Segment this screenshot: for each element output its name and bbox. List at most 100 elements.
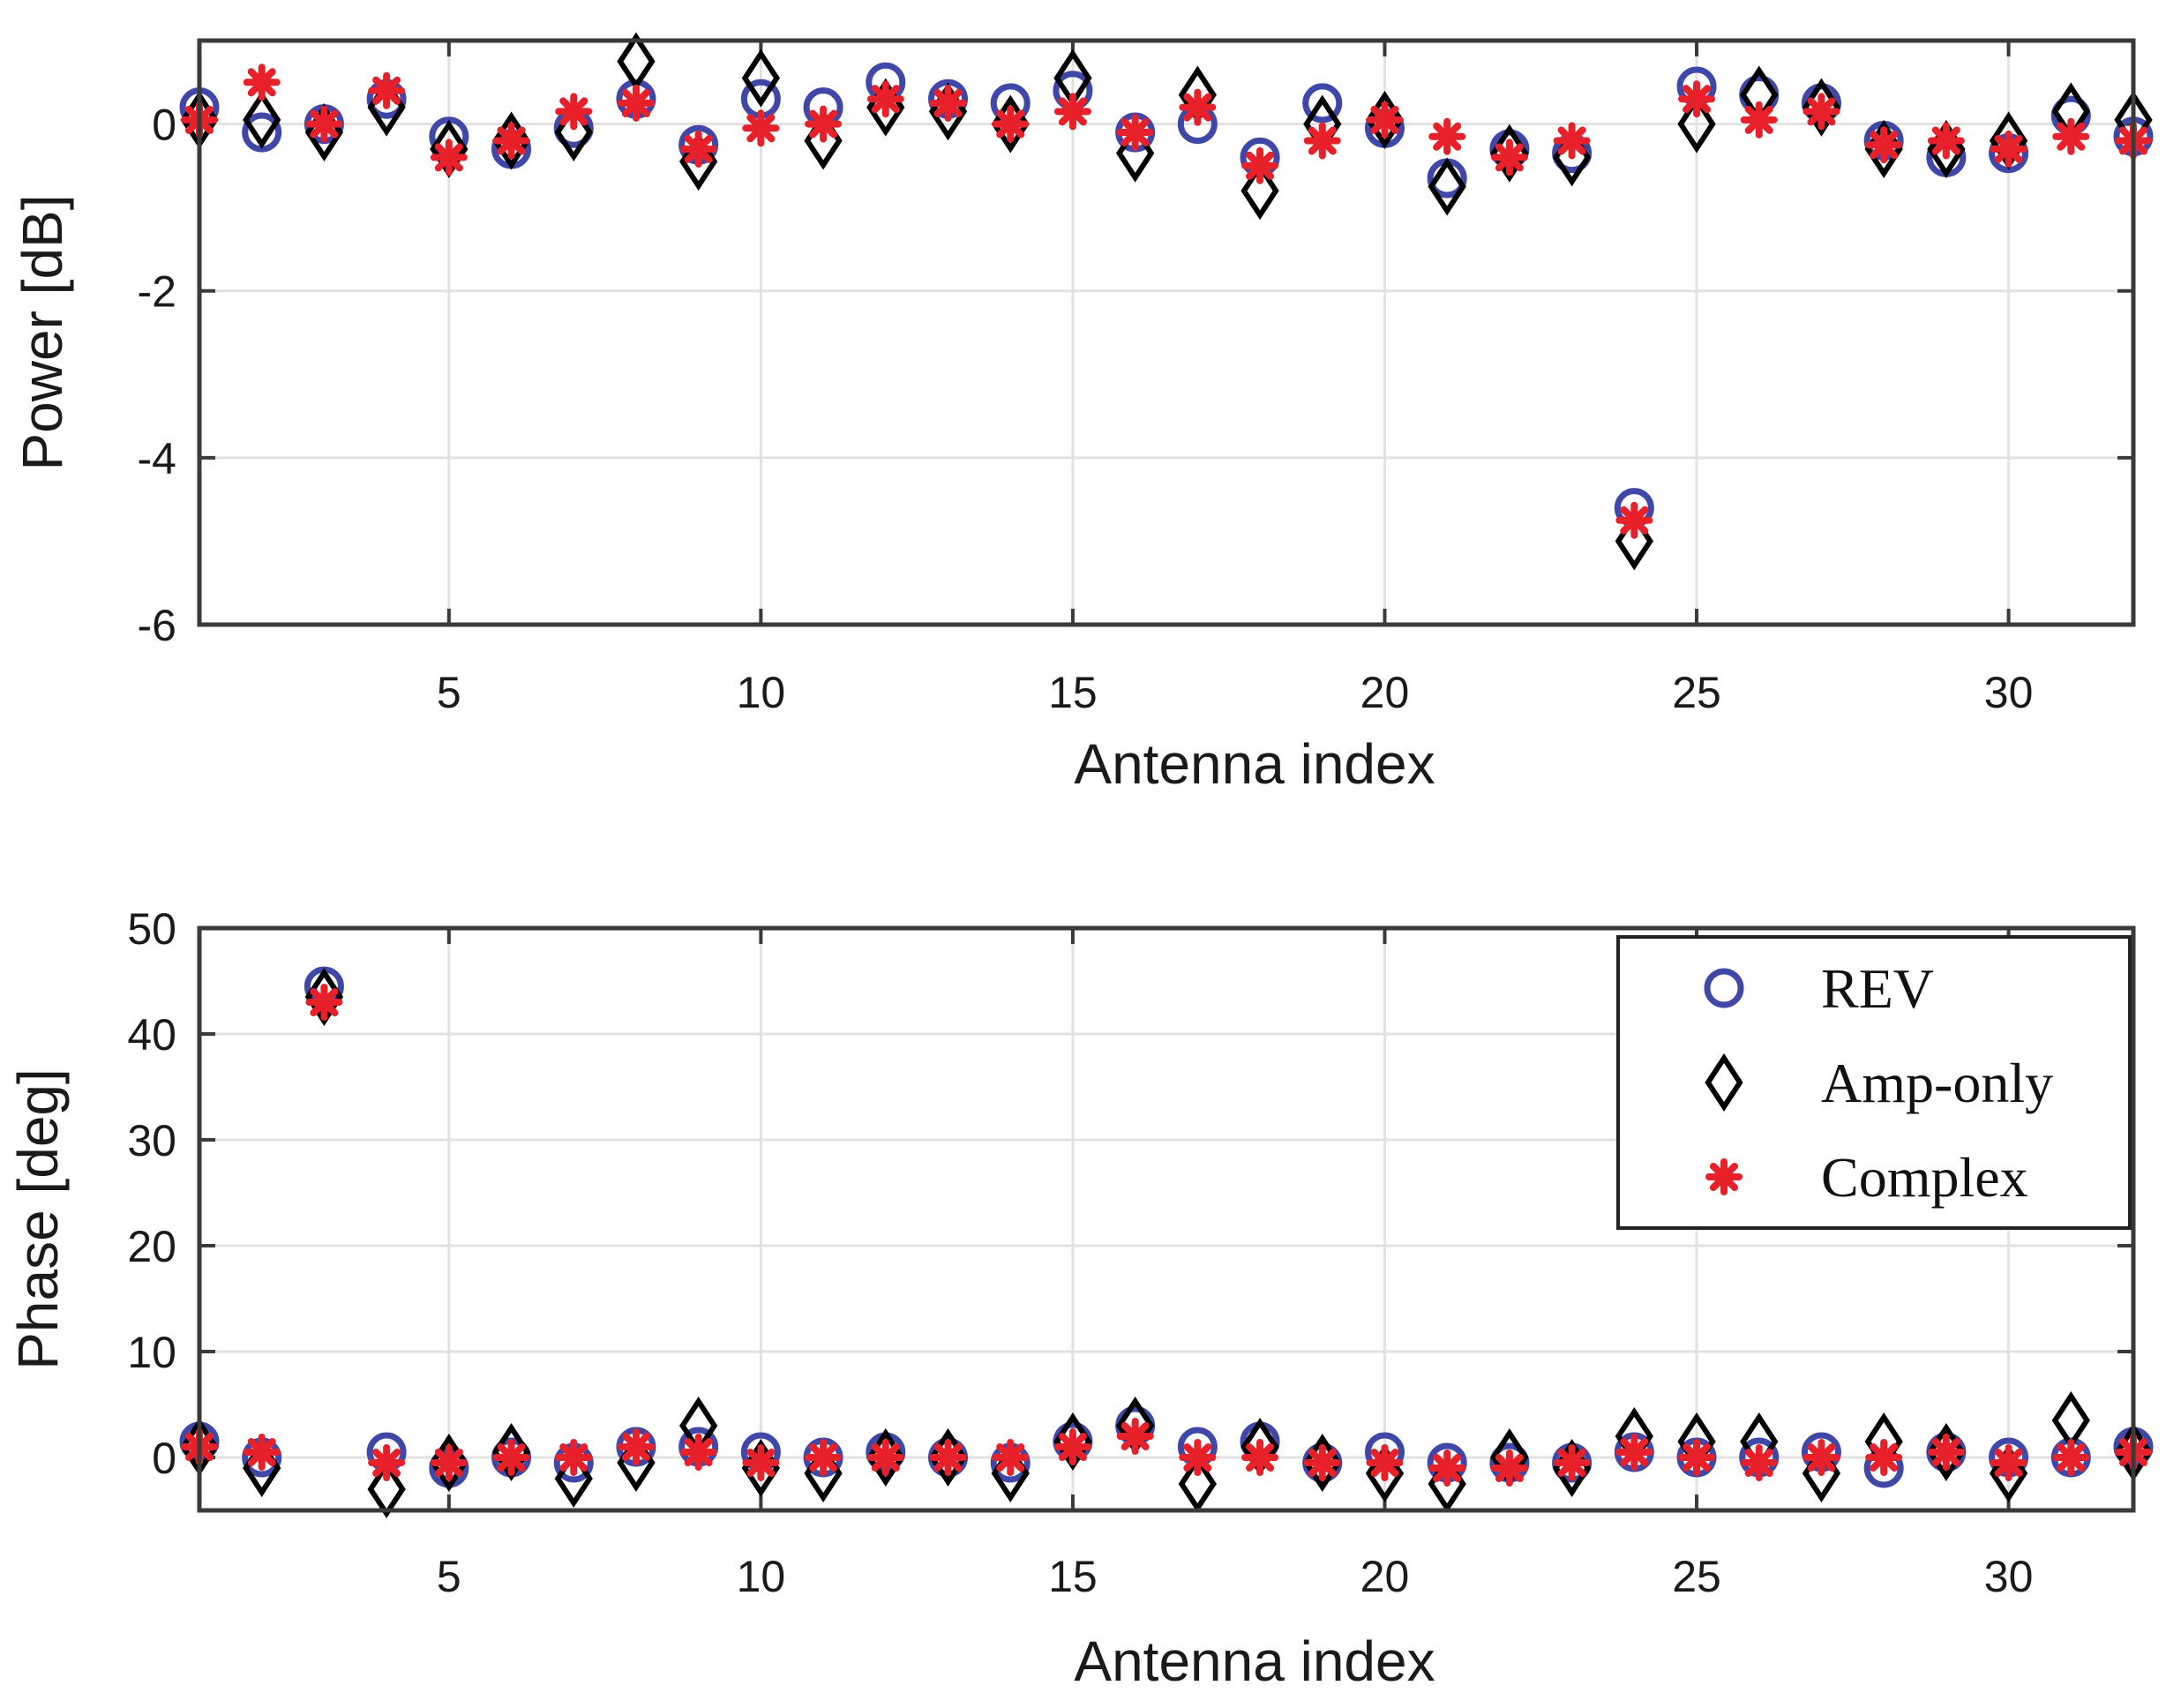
x-tick-label: 30 [1984, 1552, 2034, 1601]
x-axis-label: Antenna index [1074, 732, 1435, 796]
data-point [1179, 88, 1217, 126]
data-point [1303, 122, 1341, 160]
data-point [1553, 1444, 1591, 1481]
x-tick-label: 10 [737, 668, 786, 717]
data-point [741, 49, 781, 108]
data-point [1428, 117, 1466, 155]
x-tick-label: 10 [737, 1552, 786, 1601]
data-point [492, 122, 530, 160]
data-point [805, 1439, 843, 1476]
axes-frame [197, 38, 2136, 627]
data-point [1803, 1439, 1840, 1476]
x-tick-label: 15 [1048, 668, 1098, 717]
data-point [367, 1459, 406, 1519]
y-axis-label: Power [dB] [11, 194, 74, 470]
data-point [992, 1439, 1030, 1476]
y-tick-label: -4 [138, 434, 176, 483]
x-tick-label: 30 [1984, 668, 2034, 717]
data-point [555, 93, 593, 131]
data-point [243, 1434, 281, 1471]
data-point [1241, 1439, 1279, 1476]
y-tick-label: 50 [127, 904, 176, 954]
plot-area [199, 41, 2133, 625]
data-point [742, 1444, 780, 1481]
data-point [1366, 101, 1404, 139]
data-point [492, 1439, 530, 1476]
data-point [1615, 1434, 1653, 1471]
data-point [430, 1444, 468, 1481]
data-point [1179, 1439, 1217, 1476]
data-point [679, 1434, 717, 1471]
data-point [1428, 157, 1466, 216]
y-tick-label: 0 [152, 1434, 176, 1483]
x-tick-label: 25 [1672, 668, 1721, 717]
data-point [1678, 1439, 1716, 1476]
data-point [742, 109, 780, 147]
series-complex [181, 64, 2152, 539]
data-point [1864, 119, 1903, 178]
y-tick-label: 30 [127, 1116, 176, 1165]
data-point [1865, 1439, 1903, 1476]
power-plot: 5 10 15 20 25 30 -6 -4 -2 0 Antenna index Power [dB… [11, 32, 2154, 796]
data-point [2052, 1439, 2090, 1476]
data-point [1927, 122, 1965, 160]
data-point [1366, 1444, 1404, 1481]
data-point [866, 80, 904, 118]
data-point [1677, 94, 1716, 154]
data-point [679, 132, 718, 191]
x-tick-label: 15 [1048, 1552, 1098, 1601]
data-point [430, 139, 468, 176]
data-point [1740, 1444, 1778, 1481]
data-point [242, 112, 282, 153]
data-point [555, 1439, 593, 1476]
data-point [1053, 1428, 1091, 1465]
legend-entry-label: Complex [1821, 1146, 2028, 1209]
data-point [805, 105, 843, 143]
data-point [1553, 122, 1591, 160]
legend-marker [1705, 1158, 1743, 1195]
data-point [679, 130, 717, 168]
data-point [1303, 1444, 1341, 1481]
legend-marker [1704, 968, 1744, 1008]
data-point [992, 105, 1030, 143]
data-point [1240, 161, 1279, 221]
legend-marker [1705, 1053, 1743, 1112]
data-point [929, 1439, 967, 1476]
data-point [243, 90, 281, 149]
data-point [368, 1444, 406, 1481]
x-tick-label: 25 [1672, 1552, 1721, 1601]
y-tick-label: -2 [138, 267, 176, 317]
y-tick-label: 20 [127, 1222, 176, 1271]
x-tick-label: 5 [437, 1552, 461, 1601]
data-point [1803, 93, 1840, 131]
data-point [1116, 114, 1154, 152]
legend-entry-label: Amp-only [1821, 1052, 2053, 1114]
data-point [1490, 1450, 1528, 1487]
legend: REV Amp-only Complex [1616, 935, 2132, 1230]
y-tick-label: -6 [138, 601, 176, 650]
data-point [1302, 83, 1343, 124]
data-point [305, 105, 343, 143]
y-tick-label: 0 [152, 101, 176, 150]
data-point [1428, 1450, 1466, 1487]
x-tick-label: 5 [437, 668, 461, 717]
axes-frame [197, 925, 2136, 1513]
data-point [1241, 146, 1279, 184]
series-complex [181, 984, 2152, 1487]
data-point [2052, 117, 2090, 155]
data-point [866, 1439, 904, 1476]
data-point [617, 84, 655, 122]
x-tick-label: 20 [1360, 1552, 1410, 1601]
legend-entry-label: REV [1821, 957, 1934, 1020]
data-point [1053, 93, 1091, 131]
data-point [1865, 126, 1903, 164]
data-point [1740, 101, 1778, 139]
data-point [1990, 130, 2027, 168]
data-point [1116, 1418, 1154, 1455]
data-point [617, 1428, 655, 1465]
data-point [1927, 1434, 1965, 1471]
data-point [305, 984, 343, 1021]
data-point [1678, 80, 1716, 118]
phase-plot: 5 10 15 20 25 30 0 10 20 30 40 50 Antenna index Phase… [6, 904, 2154, 1693]
